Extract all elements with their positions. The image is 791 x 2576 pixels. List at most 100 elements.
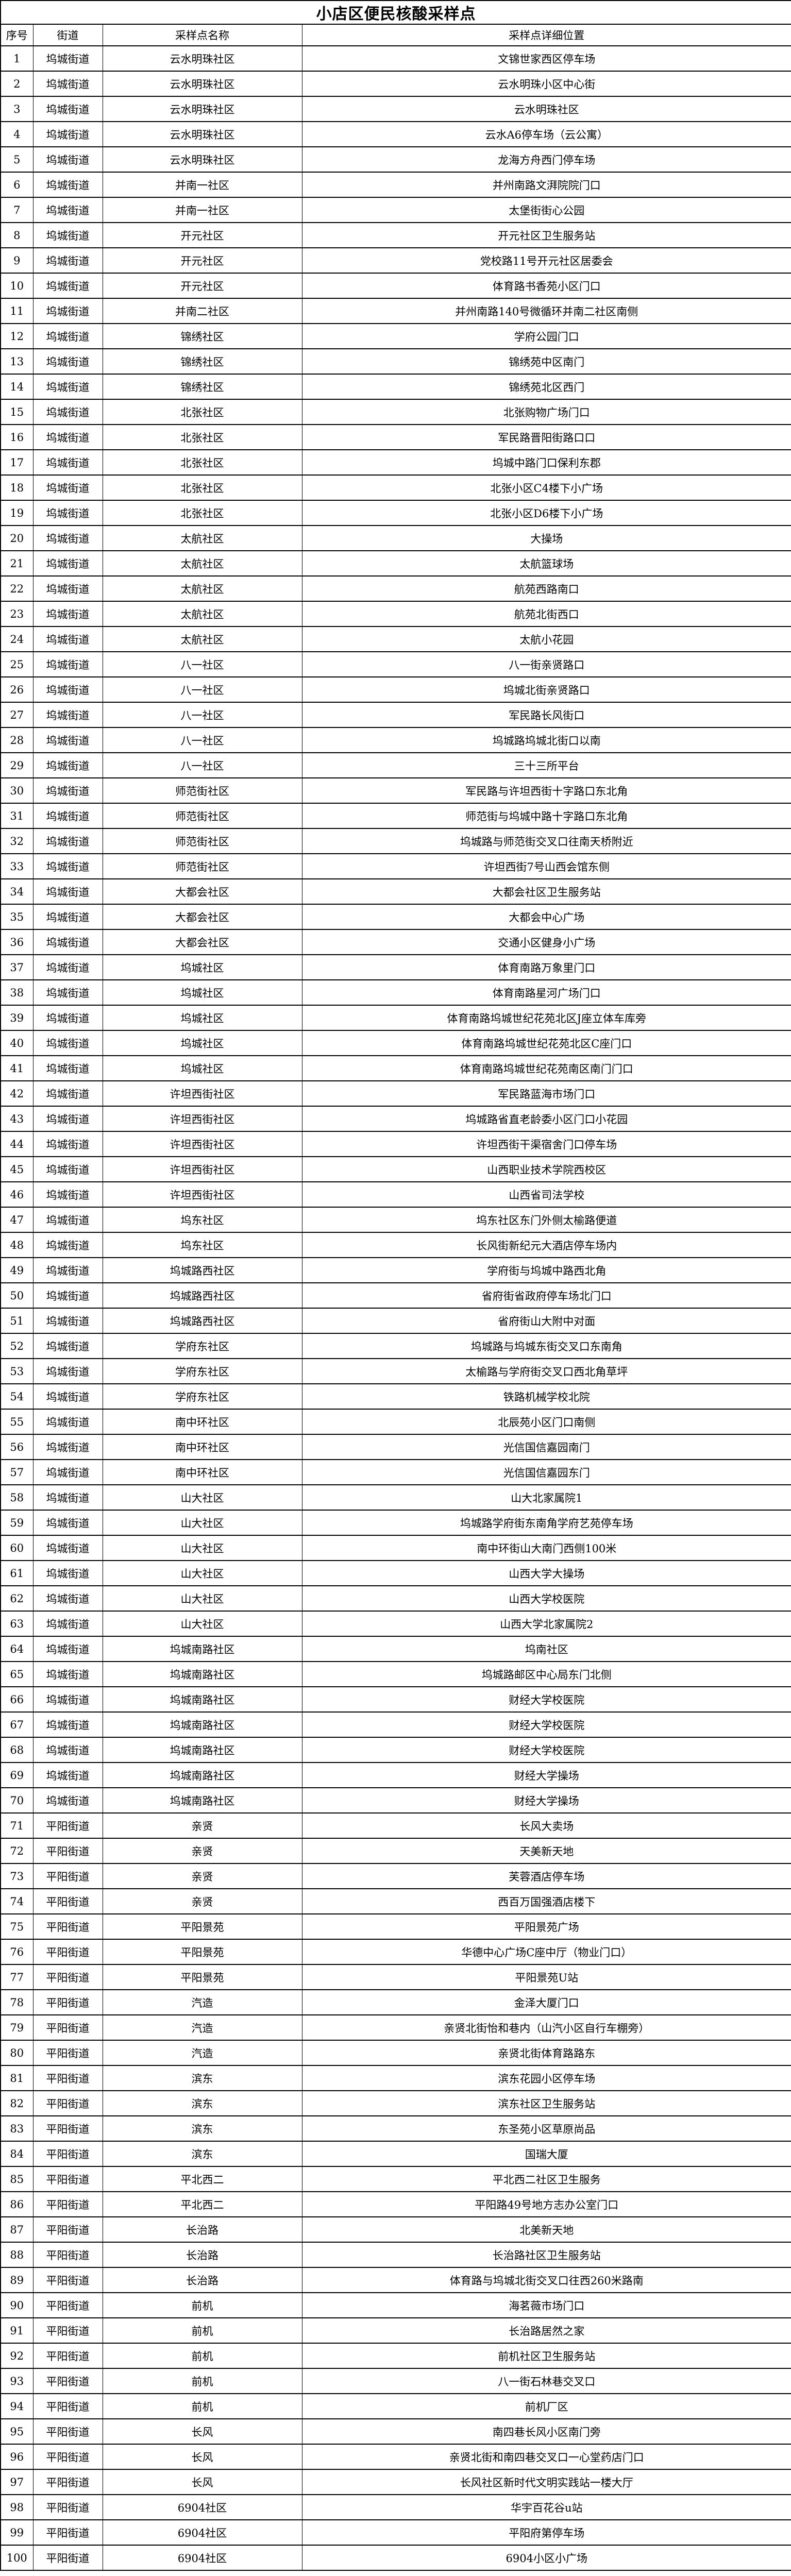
table-row: 41 坞城街道 坞城社区 体育南路坞城世纪花苑南区南门门口 [0,1055,791,1081]
table-row: 92 平阳街道 前机 前机社区卫生服务站 [0,2343,791,2369]
table-row: 87 平阳街道 长治路 北美新天地 [0,2216,791,2243]
table-row: 78 平阳街道 汽造 金泽大厦门口 [0,1989,791,2015]
cell-site-name: 师范街社区 [102,828,302,854]
cell-street: 平阳街道 [32,2545,103,2571]
cell-street: 坞城街道 [32,45,103,72]
cell-site-name: 平北西二 [102,2166,302,2192]
cell-index: 54 [0,1383,33,1410]
cell-location: 平北西二社区卫生服务 [301,2166,791,2192]
cell-location: 坞东社区东门外侧太榆路便道 [301,1207,791,1233]
table-row: 52 坞城街道 学府东社区 坞城路与坞城东街交叉口东南角 [0,1333,791,1359]
cell-street: 坞城街道 [32,878,103,905]
cell-location: 航苑西路南口 [301,575,791,602]
table-row: 61 坞城街道 山大社区 山西大学大操场 [0,1560,791,1586]
cell-street: 平阳街道 [32,2065,103,2091]
cell-street: 平阳街道 [32,2216,103,2243]
table-row: 98 平阳街道 6904社区 华宇百花谷u站 [0,2494,791,2520]
cell-index: 97 [0,2469,33,2495]
table-row: 39 坞城街道 坞城社区 体育南路坞城世纪花苑北区J座立体车库旁 [0,1005,791,1031]
cell-street: 坞城街道 [32,979,103,1006]
cell-site-name: 长风 [102,2444,302,2470]
cell-site-name: 前机 [102,2292,302,2318]
cell-index: 55 [0,1409,33,1435]
table-row: 56 坞城街道 南中环社区 光信国信嘉园南门 [0,1434,791,1460]
table-row: 18 坞城街道 北张社区 北张小区C4楼下小广场 [0,474,791,501]
cell-index: 4 [0,121,33,147]
cell-site-name: 太航社区 [102,626,302,652]
cell-location: 太航小花园 [301,626,791,652]
table-row: 31 坞城街道 师范街社区 师范街与坞城中路十字路口东北角 [0,803,791,829]
table-row: 22 坞城街道 太航社区 航苑西路南口 [0,575,791,602]
cell-index: 51 [0,1308,33,1334]
cell-site-name: 北张社区 [102,424,302,450]
cell-street: 坞城街道 [32,525,103,551]
table-row: 50 坞城街道 坞城路西社区 省府街省政府停车场北门口 [0,1282,791,1309]
cell-location: 长治路社区卫生服务站 [301,2242,791,2268]
cell-site-name: 锦绣社区 [102,348,302,375]
cell-location: 体育路书香苑小区门口 [301,273,791,299]
cell-index: 30 [0,777,33,804]
cell-location: 平阳景苑广场 [301,1913,791,1940]
cell-index: 10 [0,273,33,299]
cell-site-name: 太航社区 [102,550,302,577]
cell-index: 61 [0,1560,33,1586]
table-row: 80 平阳街道 汽造 亲贤北街体育路路东 [0,2040,791,2066]
cell-index: 3 [0,96,33,122]
cell-index: 42 [0,1080,33,1107]
cell-location: 滨东社区卫生服务站 [301,2090,791,2116]
cell-street: 平阳街道 [32,2242,103,2268]
cell-site-name: 山大社区 [102,1585,302,1612]
cell-site-name: 平阳景苑 [102,1913,302,1940]
cell-index: 82 [0,2090,33,2116]
cell-street: 坞城街道 [32,1484,103,1511]
cell-site-name: 坞东社区 [102,1232,302,1258]
cell-site-name: 滨东 [102,2115,302,2142]
cell-location: 体育南路星河广场门口 [301,979,791,1006]
cell-site-name: 开元社区 [102,247,302,274]
cell-site-name: 6904社区 [102,2494,302,2520]
table-row: 51 坞城街道 坞城路西社区 省府街山大附中对面 [0,1308,791,1334]
cell-index: 83 [0,2115,33,2142]
cell-street: 平阳街道 [32,2115,103,2142]
cell-street: 平阳街道 [32,2141,103,2167]
cell-site-name: 大都会社区 [102,929,302,955]
cell-street: 坞城街道 [32,702,103,728]
cell-street: 平阳街道 [32,1964,103,1990]
cell-index: 40 [0,1030,33,1056]
cell-street: 坞城街道 [32,1535,103,1561]
cell-street: 坞城街道 [32,727,103,753]
cell-site-name: 平阳景苑 [102,1964,302,1990]
table-row: 95 平阳街道 长风 南四巷长风小区南门旁 [0,2418,791,2445]
cell-index: 70 [0,1787,33,1814]
column-header-location: 采样点详细位置 [301,24,791,46]
cell-site-name: 坞城社区 [102,1030,302,1056]
cell-location: 体育南路坞城世纪花苑北区J座立体车库旁 [301,1005,791,1031]
cell-site-name: 山大社区 [102,1484,302,1511]
table-row: 55 坞城街道 南中环社区 北辰苑小区门口南侧 [0,1409,791,1435]
table-row: 59 坞城街道 山大社区 坞城路学府街东南角学府艺苑停车场 [0,1510,791,1536]
cell-street: 坞城街道 [32,1358,103,1384]
cell-index: 58 [0,1484,33,1511]
table-body: 1 坞城街道 云水明珠社区 文锦世家西区停车场 2 坞城街道 云水明珠社区 云水… [0,45,791,2571]
cell-street: 坞城街道 [32,676,103,703]
cell-site-name: 南中环社区 [102,1434,302,1460]
cell-street: 坞城街道 [32,273,103,299]
cell-index: 12 [0,323,33,349]
table-row: 60 坞城街道 山大社区 南中环街山大南门西侧100米 [0,1535,791,1561]
cell-location: 南四巷长风小区南门旁 [301,2418,791,2445]
cell-location: 八一街石林巷交叉口 [301,2368,791,2394]
cell-site-name: 长治路 [102,2242,302,2268]
cell-site-name: 开元社区 [102,222,302,248]
cell-index: 21 [0,550,33,577]
cell-street: 坞城街道 [32,1333,103,1359]
cell-street: 坞城街道 [32,1711,103,1738]
table-row: 48 坞城街道 坞东社区 长风街新纪元大酒店停车场内 [0,1232,791,1258]
cell-location: 并州南路140号微循环并南二社区南侧 [301,298,791,324]
cell-street: 坞城街道 [32,71,103,97]
title-row: 小店区便民核酸采样点 [0,0,791,25]
table-row: 30 坞城街道 师范街社区 军民路与许坦西街十字路口东北角 [0,777,791,804]
table-row: 63 坞城街道 山大社区 山西大学北家属院2 [0,1611,791,1637]
cell-location: 军民路蓝海市场门口 [301,1080,791,1107]
cell-index: 96 [0,2444,33,2470]
